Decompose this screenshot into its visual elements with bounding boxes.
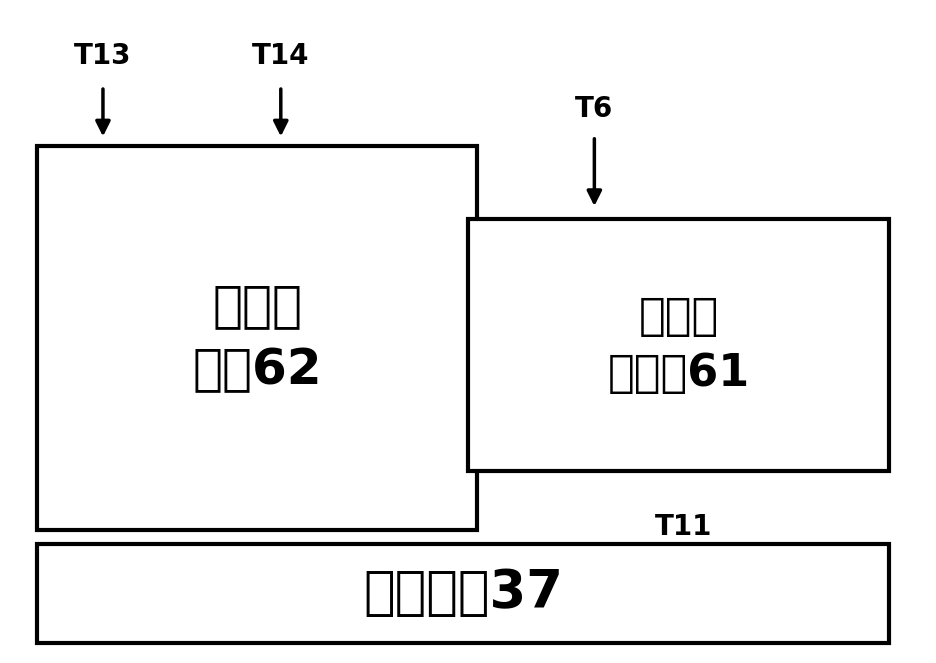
Bar [37,146,477,530]
Text: T11: T11 [654,513,712,541]
Text: T13: T13 [74,42,132,70]
Text: T6: T6 [576,95,613,123]
Text: 热沉设备37: 热沉设备37 [363,568,563,619]
Bar [37,544,889,643]
Text: 隔离器
本体62: 隔离器 本体62 [193,282,322,394]
Text: T14: T14 [252,42,310,70]
Bar [468,219,889,471]
Text: 隔离器
负载端61: 隔离器 负载端61 [607,295,750,394]
